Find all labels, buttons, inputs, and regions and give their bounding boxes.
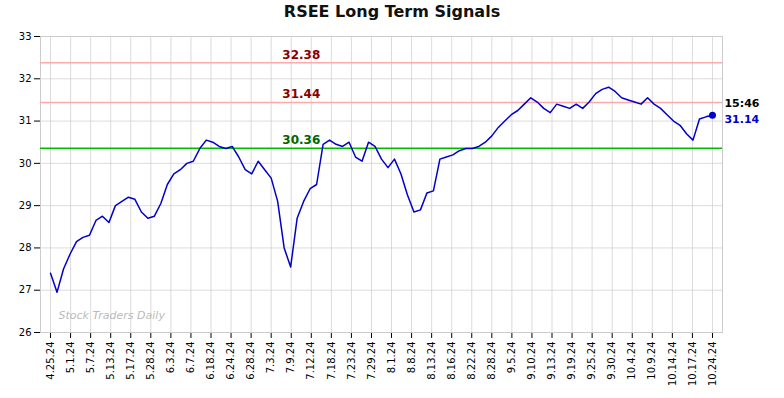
svg-text:10.24.24: 10.24.24 <box>707 342 718 387</box>
svg-text:5.7.24: 5.7.24 <box>85 342 96 374</box>
svg-text:10.14.24: 10.14.24 <box>667 342 678 387</box>
svg-text:9.30.24: 9.30.24 <box>606 342 617 380</box>
svg-text:8.1.24: 8.1.24 <box>386 342 397 374</box>
svg-text:7.18.24: 7.18.24 <box>326 342 337 380</box>
svg-text:31.44: 31.44 <box>282 87 320 101</box>
svg-text:7.23.24: 7.23.24 <box>346 342 357 380</box>
svg-text:29: 29 <box>19 200 32 211</box>
svg-text:27: 27 <box>19 284 32 295</box>
svg-text:7.3.24: 7.3.24 <box>265 342 276 374</box>
svg-text:Stock Traders Daily: Stock Traders Daily <box>59 309 166 322</box>
svg-text:8.22.24: 8.22.24 <box>466 342 477 380</box>
svg-text:8.28.24: 8.28.24 <box>486 342 497 380</box>
svg-text:7.9.24: 7.9.24 <box>285 342 296 374</box>
svg-text:9.25.24: 9.25.24 <box>586 342 597 380</box>
svg-text:6.7.24: 6.7.24 <box>185 342 196 374</box>
svg-text:8.8.24: 8.8.24 <box>406 342 417 374</box>
svg-text:6.3.24: 6.3.24 <box>165 342 176 374</box>
svg-text:5.28.24: 5.28.24 <box>145 342 156 380</box>
svg-text:30.36: 30.36 <box>282 133 320 147</box>
svg-text:8.16.24: 8.16.24 <box>446 342 457 380</box>
svg-text:9.10.24: 9.10.24 <box>526 342 537 380</box>
svg-text:28: 28 <box>19 242 32 253</box>
svg-text:7.12.24: 7.12.24 <box>305 342 316 380</box>
svg-text:15:46: 15:46 <box>724 97 759 110</box>
svg-text:9.13.24: 9.13.24 <box>546 342 557 380</box>
svg-text:5.13.24: 5.13.24 <box>105 342 116 380</box>
svg-text:31.14: 31.14 <box>724 113 759 126</box>
svg-text:32: 32 <box>19 73 32 84</box>
svg-text:10.4.24: 10.4.24 <box>626 342 637 380</box>
html-text:RSEE Long Term Signals: RSEE Long Term Signals <box>283 2 501 21</box>
svg-text:9.19.24: 9.19.24 <box>566 342 577 380</box>
svg-text:4.25.24: 4.25.24 <box>45 342 56 380</box>
svg-text:30: 30 <box>19 158 32 169</box>
svg-text:7.29.24: 7.29.24 <box>366 342 377 380</box>
svg-text:31: 31 <box>19 115 32 126</box>
svg-text:6.18.24: 6.18.24 <box>205 342 216 380</box>
svg-text:10.17.24: 10.17.24 <box>687 342 698 387</box>
svg-text:33: 33 <box>19 31 32 42</box>
svg-text:10.9.24: 10.9.24 <box>646 342 657 380</box>
svg-text:6.24.24: 6.24.24 <box>225 342 236 380</box>
svg-text:32.38: 32.38 <box>282 48 320 62</box>
svg-text:26: 26 <box>19 327 32 338</box>
svg-text:8.13.24: 8.13.24 <box>426 342 437 380</box>
svg-text:5.17.24: 5.17.24 <box>125 342 136 380</box>
svg-text:5.1.24: 5.1.24 <box>65 342 76 374</box>
svg-text:9.5.24: 9.5.24 <box>506 342 517 374</box>
svg-text:6.28.24: 6.28.24 <box>245 342 256 380</box>
